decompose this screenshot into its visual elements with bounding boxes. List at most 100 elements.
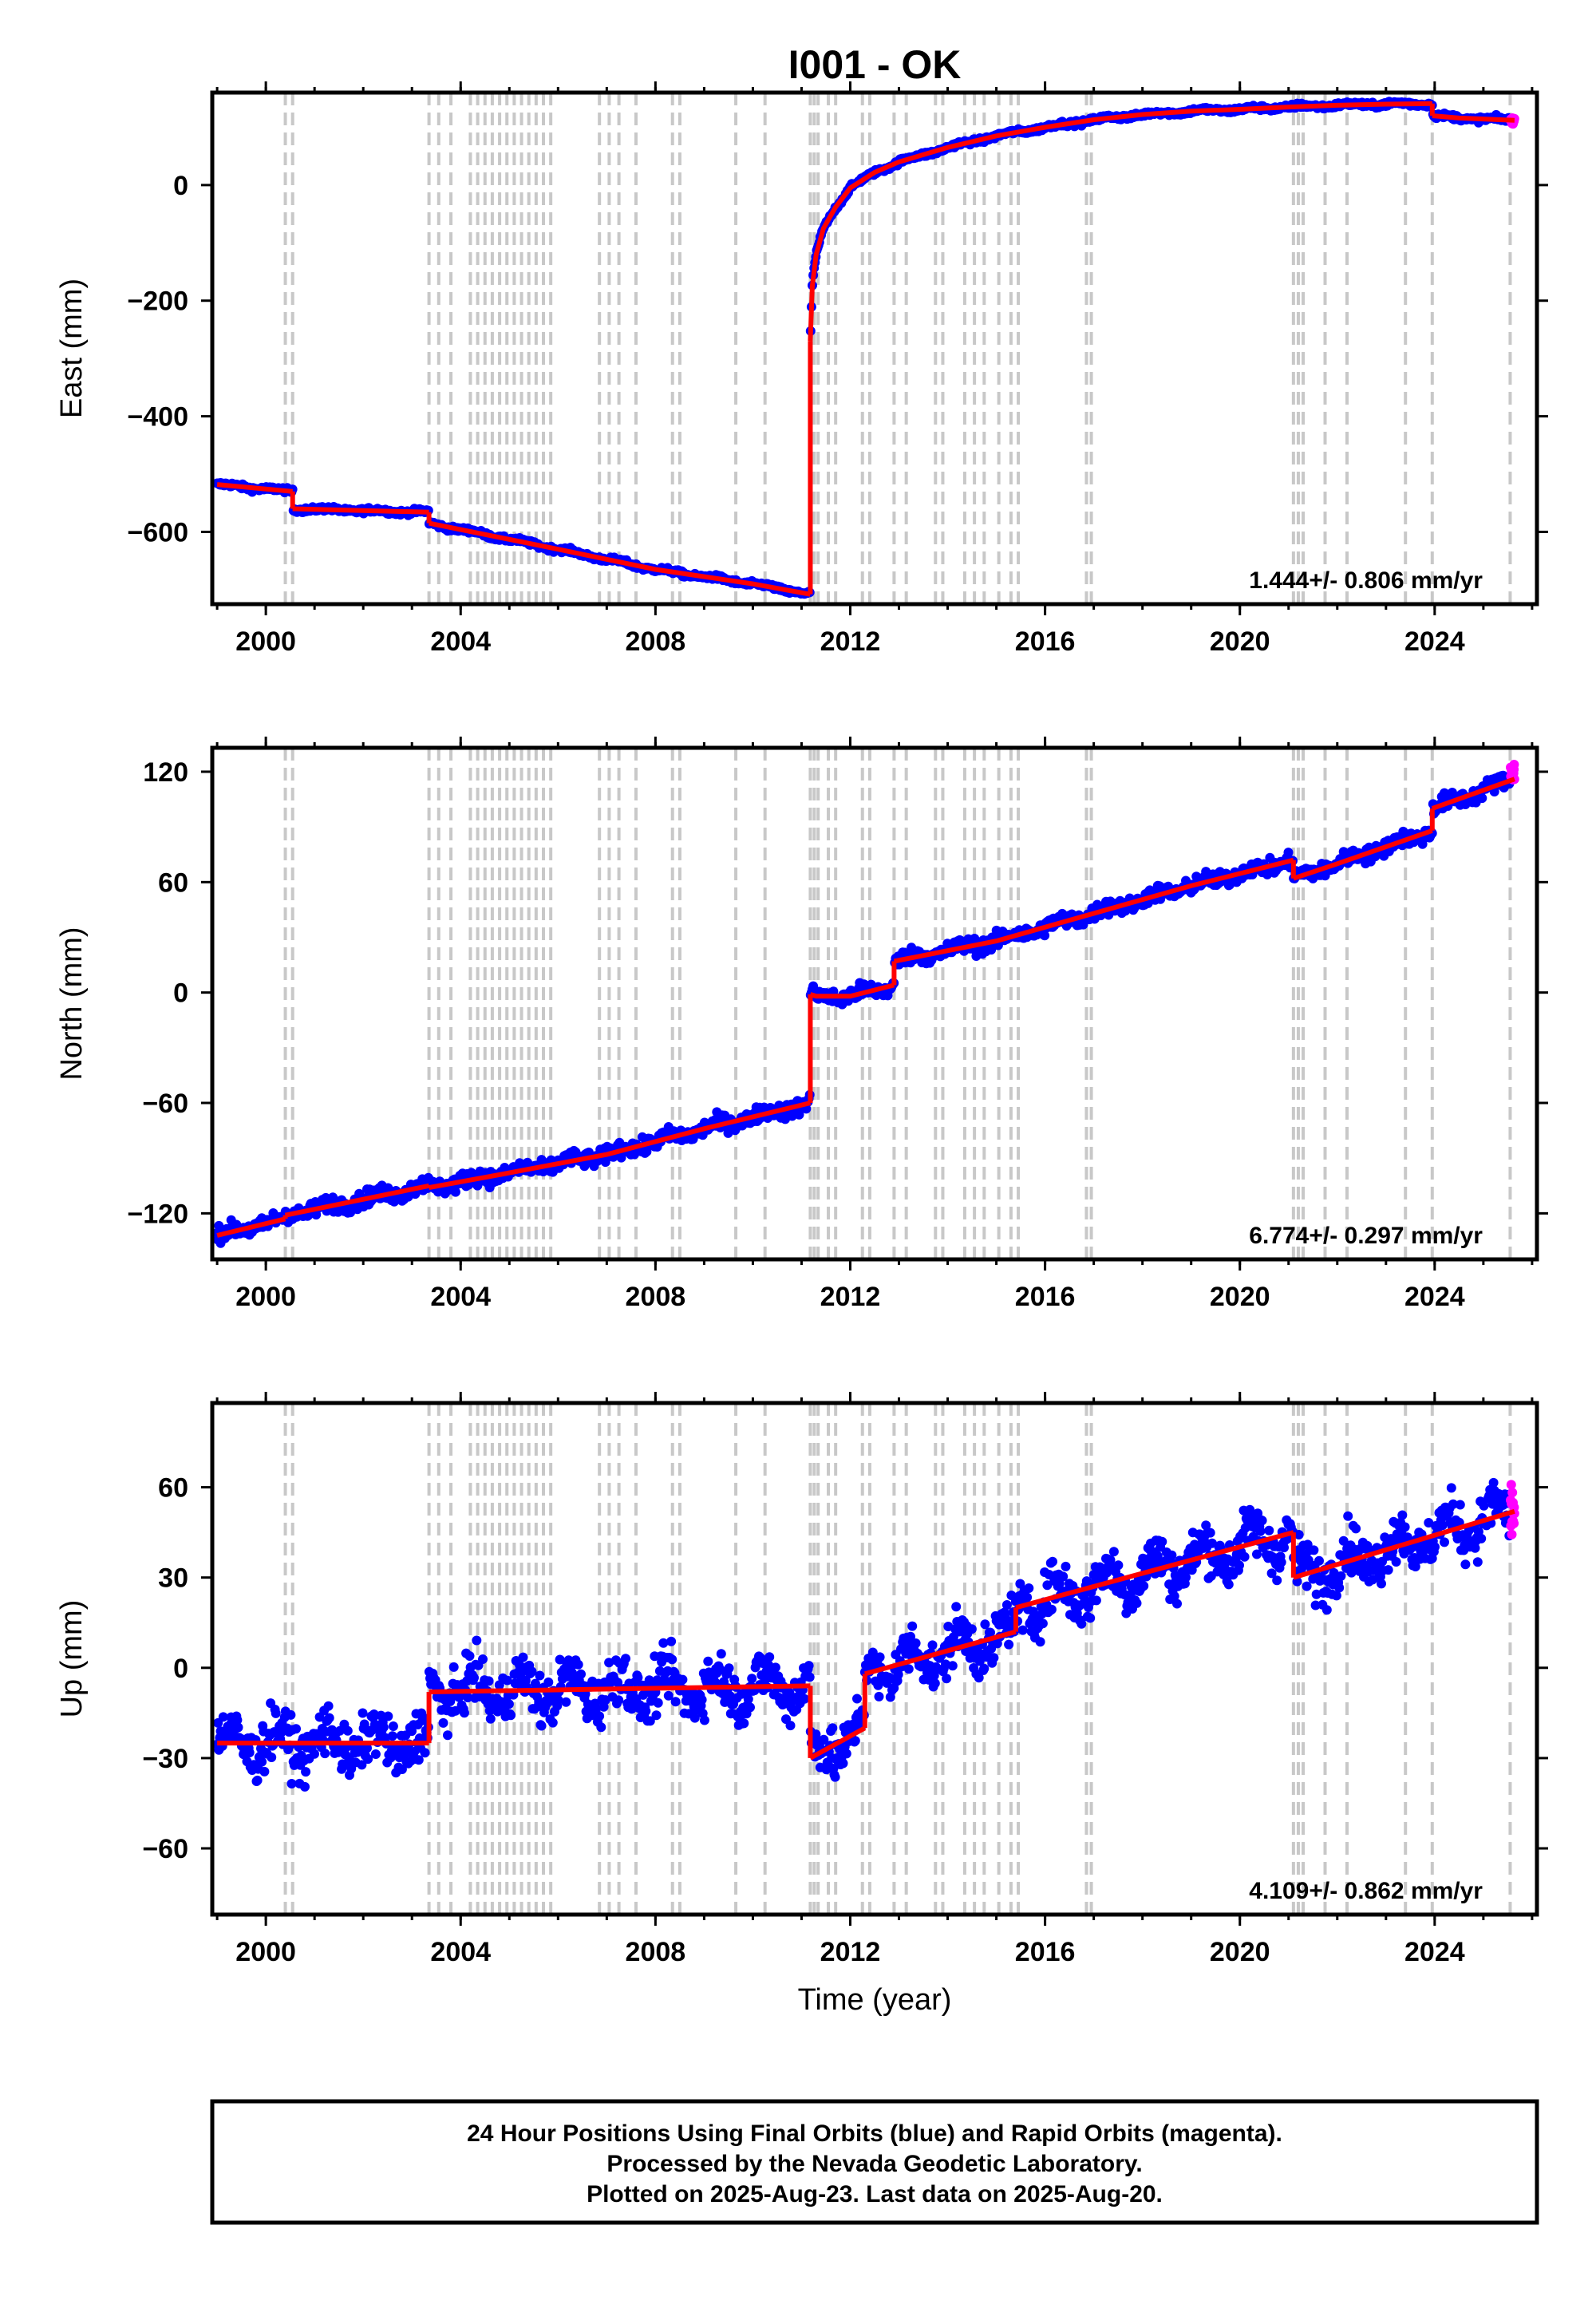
- data-point: [1205, 1528, 1215, 1538]
- data-point: [244, 1748, 255, 1757]
- data-point: [485, 1713, 496, 1724]
- data-point: [464, 1651, 475, 1661]
- data-point: [463, 1693, 473, 1703]
- data-point: [699, 1715, 709, 1725]
- model-segment: [808, 101, 1432, 342]
- data-point: [1157, 1536, 1167, 1547]
- rapid-point: [1506, 1480, 1516, 1490]
- data-point: [1113, 1560, 1124, 1571]
- data-point: [1132, 1598, 1142, 1608]
- data-point: [1331, 1591, 1341, 1601]
- data-point: [536, 1721, 547, 1731]
- model-segment: [1432, 113, 1515, 123]
- data-point: [716, 1649, 726, 1659]
- rapid-point: [1507, 1529, 1517, 1539]
- data-point: [641, 1706, 651, 1717]
- data-point: [745, 1702, 755, 1713]
- data-point: [1302, 1581, 1312, 1591]
- data-point: [1446, 1483, 1456, 1493]
- data-point: [966, 1624, 977, 1634]
- data-point: [535, 1670, 545, 1681]
- data-point: [259, 1766, 270, 1777]
- data-point: [1455, 1500, 1465, 1510]
- data-point: [448, 1662, 459, 1672]
- data-point: [1321, 1605, 1332, 1615]
- data-point: [414, 1733, 425, 1743]
- data-point: [547, 1717, 558, 1728]
- model-segment: [216, 482, 293, 494]
- data-point: [1410, 1562, 1420, 1571]
- data-point: [703, 1656, 713, 1666]
- caption-line-1: 24 Hour Positions Using Final Orbits (bl…: [467, 2120, 1282, 2147]
- data-point: [595, 1711, 605, 1721]
- data-point: [232, 1715, 243, 1725]
- panel-2: 2000 2004 2008 2012 2016 2020 2024120600−60−12…: [55, 737, 1548, 1312]
- data-point: [342, 1725, 353, 1736]
- data-point: [724, 1663, 734, 1674]
- data-point: [370, 1749, 381, 1759]
- data-point: [1235, 1560, 1244, 1571]
- data-point: [1472, 1557, 1483, 1567]
- model-segment: [429, 1683, 811, 1694]
- data-point: [518, 1652, 528, 1662]
- data-point: [1397, 1510, 1408, 1520]
- x-tick-label: 2008: [626, 1937, 686, 1967]
- model-segment: [1292, 828, 1433, 881]
- data-point: [362, 1743, 372, 1753]
- data-point: [443, 1730, 452, 1741]
- y-tick-label: −30: [142, 1744, 188, 1774]
- data-point: [980, 1619, 990, 1630]
- data-point: [903, 1664, 914, 1674]
- data-point: [667, 1654, 678, 1665]
- data-point: [484, 1676, 494, 1686]
- data-point: [397, 1765, 407, 1774]
- data-point: [811, 1729, 821, 1740]
- data-point: [874, 1691, 884, 1701]
- data-point: [1139, 1581, 1149, 1591]
- data-point: [378, 1722, 389, 1733]
- data-point: [358, 1708, 368, 1718]
- y-tick-label: −120: [127, 1199, 188, 1229]
- x-tick-label: 2024: [1404, 1282, 1465, 1312]
- data-point: [502, 1675, 512, 1686]
- x-tick-label: 2008: [626, 1282, 686, 1312]
- data-point: [1266, 1568, 1277, 1579]
- x-tick-label: 2004: [430, 1937, 491, 1967]
- x-tick-label: 2016: [1015, 626, 1076, 657]
- model-segment: [292, 506, 429, 515]
- data-point: [852, 1694, 862, 1704]
- data-point: [710, 1677, 721, 1687]
- data-point: [1024, 1583, 1034, 1593]
- y-tick-label: 60: [158, 1473, 188, 1504]
- data-point: [1105, 1555, 1116, 1565]
- data-point: [1207, 1538, 1217, 1548]
- data-point: [1167, 1550, 1177, 1560]
- data-point: [506, 1710, 516, 1721]
- data-point: [1476, 1533, 1487, 1543]
- data-point: [257, 1757, 267, 1767]
- data-point: [626, 1704, 637, 1714]
- data-point: [1440, 1537, 1449, 1547]
- data-point: [323, 1701, 334, 1711]
- data-point: [1272, 1575, 1282, 1586]
- data-point: [927, 1640, 938, 1650]
- data-point: [1448, 1499, 1458, 1509]
- data-point: [1245, 1504, 1255, 1515]
- y-tick-label: 0: [173, 171, 188, 201]
- x-tick-label: 2000: [235, 1937, 296, 1967]
- data-point: [291, 1724, 301, 1734]
- data-point: [838, 1758, 848, 1769]
- y-tick-label: 0: [173, 978, 188, 1009]
- data-point: [697, 1694, 707, 1705]
- x-tick-label: 2012: [820, 626, 881, 657]
- data-point: [1108, 1547, 1119, 1557]
- data-point: [267, 1753, 277, 1762]
- data-point: [653, 1697, 663, 1708]
- data-point: [785, 1721, 796, 1731]
- data-point: [951, 1602, 962, 1612]
- rapid-point: [1507, 1488, 1518, 1498]
- data-point: [1477, 793, 1487, 804]
- data-point: [1255, 1526, 1266, 1536]
- data-point: [1283, 848, 1294, 858]
- data-point: [678, 1674, 688, 1685]
